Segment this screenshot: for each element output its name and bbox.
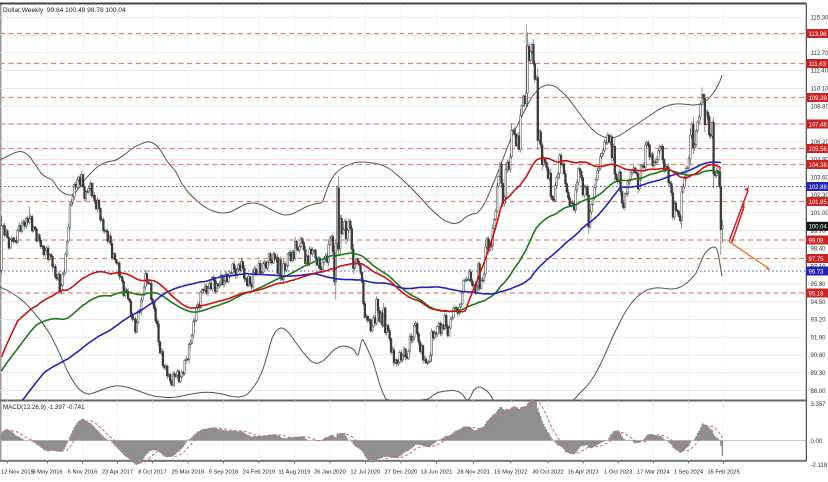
svg-text:99.08: 99.08 xyxy=(809,238,825,244)
svg-text:111.63: 111.63 xyxy=(809,62,827,68)
svg-text:16 Feb 2025: 16 Feb 2025 xyxy=(707,470,740,476)
svg-text:16 Apr 2023: 16 Apr 2023 xyxy=(567,470,598,476)
svg-text:-2.118: -2.118 xyxy=(811,463,828,469)
svg-text:30 Oct 2022: 30 Oct 2022 xyxy=(532,470,564,476)
svg-text:Dollar,Weekly 99.84 100.49 98: Dollar,Weekly 99.84 100.49 98.78 100.04 xyxy=(3,7,126,14)
svg-text:95.18: 95.18 xyxy=(809,291,825,297)
svg-text:26 Jan 2020: 26 Jan 2020 xyxy=(314,470,346,476)
svg-text:28 Nov 2021: 28 Nov 2021 xyxy=(457,470,490,476)
svg-text:109.39: 109.39 xyxy=(809,96,828,102)
svg-text:90.60: 90.60 xyxy=(811,353,827,359)
svg-text:91.90: 91.90 xyxy=(811,335,827,341)
svg-text:108.80: 108.80 xyxy=(811,104,828,110)
svg-text:105.56: 105.56 xyxy=(809,147,828,153)
svg-text:115.30: 115.30 xyxy=(811,15,828,21)
svg-text:97.75: 97.75 xyxy=(809,257,825,263)
svg-text:94.50: 94.50 xyxy=(811,300,827,306)
svg-text:15 May 2022: 15 May 2022 xyxy=(494,470,528,476)
svg-text:104.38: 104.38 xyxy=(809,163,828,169)
svg-text:103.60: 103.60 xyxy=(811,175,828,181)
svg-text:11 Aug 2019: 11 Aug 2019 xyxy=(278,470,310,476)
svg-text:98.40: 98.40 xyxy=(811,247,827,253)
svg-text:100.04: 100.04 xyxy=(809,225,828,231)
svg-text:111.40: 111.40 xyxy=(811,69,828,75)
svg-text:23 Apr 2017: 23 Apr 2017 xyxy=(102,470,133,476)
svg-text:110.10: 110.10 xyxy=(811,87,828,93)
svg-text:112.70: 112.70 xyxy=(811,51,828,57)
svg-text:102.88: 102.88 xyxy=(809,185,828,191)
svg-text:95.80: 95.80 xyxy=(811,282,827,288)
svg-text:9 Sep 2018: 9 Sep 2018 xyxy=(209,470,239,476)
svg-text:101.00: 101.00 xyxy=(811,211,828,217)
svg-text:13 Jun 2021: 13 Jun 2021 xyxy=(420,470,452,476)
svg-text:8 May 2016: 8 May 2016 xyxy=(32,470,62,476)
svg-text:3.357: 3.357 xyxy=(811,402,827,408)
svg-text:6 Nov 2016: 6 Nov 2016 xyxy=(68,470,98,476)
svg-text:88.00: 88.00 xyxy=(811,389,827,395)
svg-text:12 Nov 2015: 12 Nov 2015 xyxy=(1,470,34,476)
svg-text:12 Jul 2020: 12 Jul 2020 xyxy=(350,470,380,476)
svg-text:1 Oct 2023: 1 Oct 2023 xyxy=(604,470,632,476)
svg-text:89.30: 89.30 xyxy=(811,371,827,377)
svg-text:8 Oct 2017: 8 Oct 2017 xyxy=(138,470,166,476)
svg-text:107.48: 107.48 xyxy=(809,122,828,128)
svg-text:101.85: 101.85 xyxy=(809,200,828,206)
svg-text:96.73: 96.73 xyxy=(809,269,825,275)
svg-text:MACD(12,26,9) -1.397 -0.741: MACD(12,26,9) -1.397 -0.741 xyxy=(3,404,85,411)
svg-text:93.20: 93.20 xyxy=(811,318,827,324)
svg-text:25 Mar 2018: 25 Mar 2018 xyxy=(172,470,205,476)
svg-text:27 Dec 2020: 27 Dec 2020 xyxy=(384,470,417,476)
svg-text:0.00: 0.00 xyxy=(811,439,823,445)
svg-text:1 Sep 2024: 1 Sep 2024 xyxy=(674,470,704,476)
svg-text:113.96: 113.96 xyxy=(809,32,828,38)
svg-text:17 Mar 2024: 17 Mar 2024 xyxy=(637,470,670,476)
svg-text:24 Feb 2019: 24 Feb 2019 xyxy=(243,470,276,476)
